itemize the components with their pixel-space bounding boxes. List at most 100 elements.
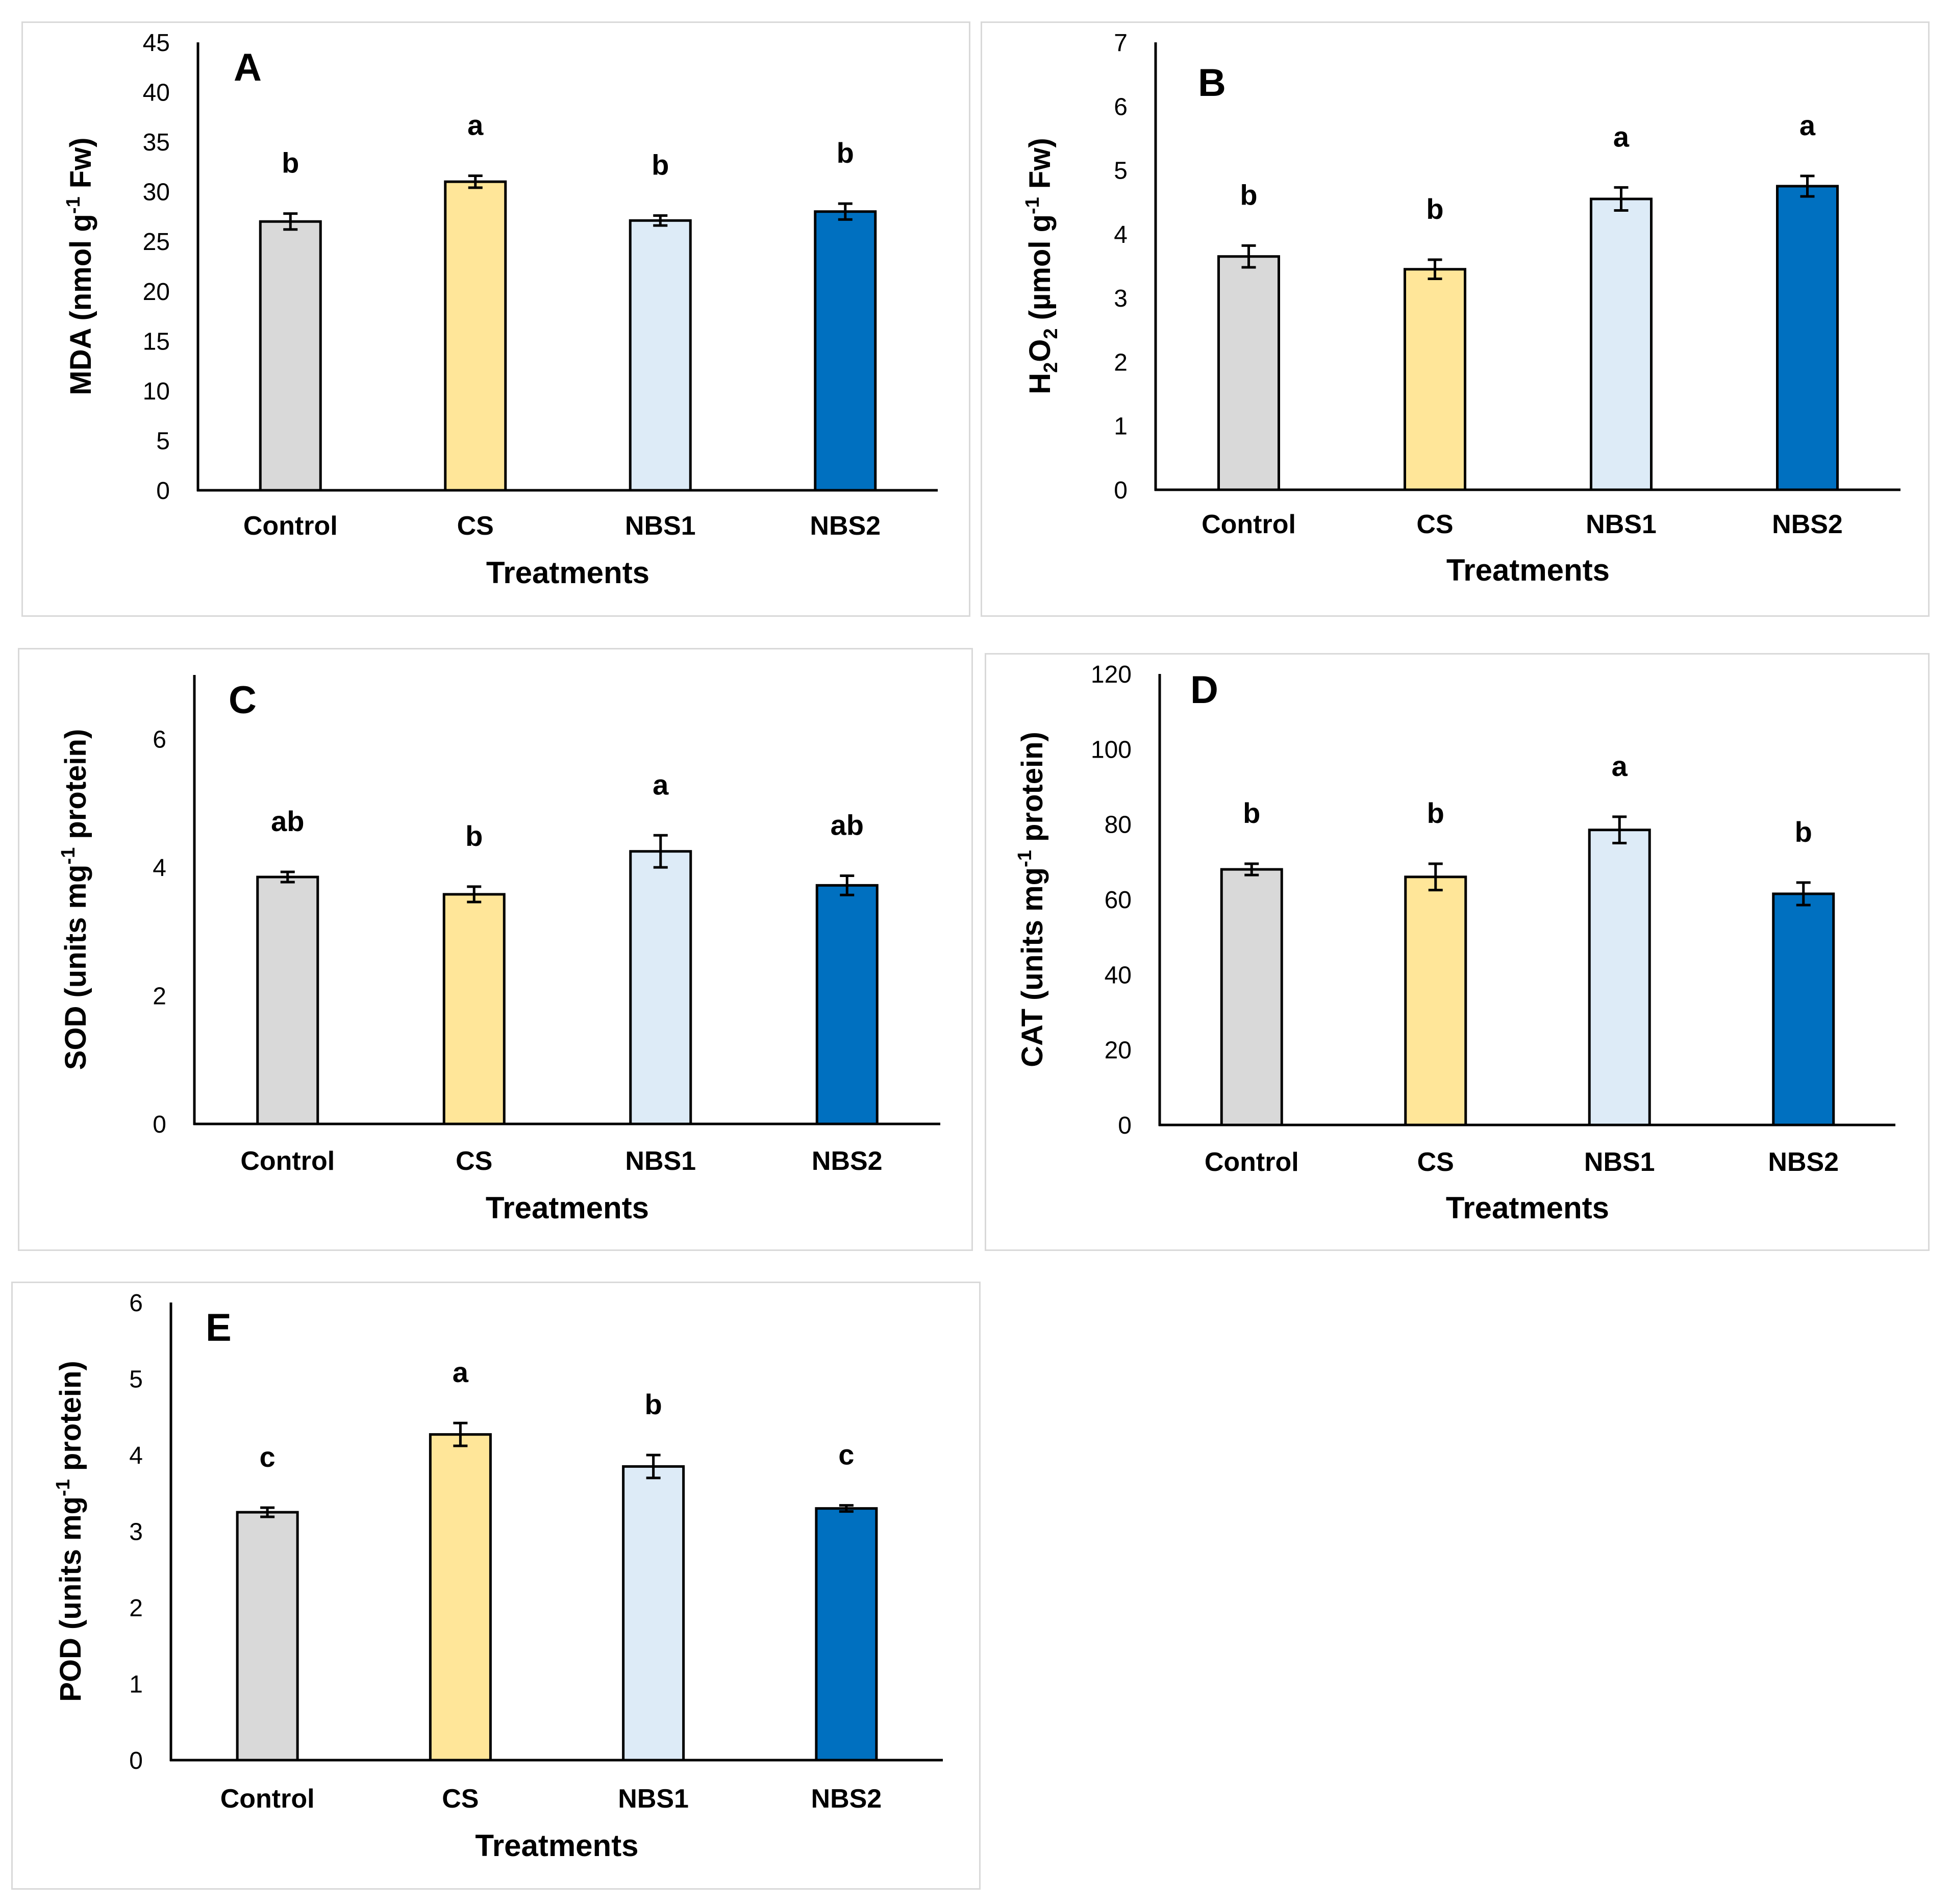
axes (1158, 674, 1895, 1126)
y-tick-label: 2 (129, 1595, 143, 1622)
significance-letter: b (1795, 816, 1812, 848)
bar-nbs1 (629, 219, 692, 492)
bar-nbs2 (815, 1507, 878, 1762)
bar-control (256, 875, 319, 1125)
panel-e: E 0 1 2 3 4 5 6 c Control a CS b NBS1 c NBS2 Treatments P… (11, 1282, 981, 1890)
y-tick-label: 120 (1091, 661, 1132, 688)
chart-c: C 0 2 4 6 ab Control b CS a NBS1 ab NBS2 Treatments SO… (58, 675, 940, 1225)
significance-letter: a (453, 1356, 469, 1388)
x-category-label: CS (456, 1146, 492, 1176)
y-tick-label: 25 (143, 229, 170, 256)
x-category-label: NBS1 (1584, 1147, 1655, 1177)
y-axis-title: MDA (nmol g-1 Fw) (63, 137, 97, 395)
y-axis-title: CAT (units mg-1 protein) (1014, 732, 1049, 1067)
x-category-label: NBS2 (811, 1784, 882, 1814)
y-tick-label: 100 (1091, 736, 1132, 763)
error-bar (283, 212, 298, 231)
y-tick-label: 0 (1118, 1112, 1132, 1139)
significance-letter: c (838, 1439, 854, 1471)
error-bar (260, 1506, 275, 1518)
y-tick-label: 40 (1105, 962, 1132, 989)
chart-a: A 0 5 10 15 20 25 30 35 40 45 b Control a CS b NBS1 b NBS2… (63, 30, 938, 590)
y-tick-label: 4 (153, 855, 166, 882)
x-category-label: NBS2 (1768, 1147, 1839, 1177)
y-tick-label: 60 (1105, 887, 1132, 914)
panel-c: C 0 2 4 6 ab Control b CS a NBS1 ab NBS2 Treatments SO… (18, 648, 973, 1251)
y-tick-label: 6 (129, 1290, 143, 1317)
y-tick-label: 20 (1105, 1037, 1132, 1064)
error-bar (468, 174, 483, 189)
error-bar (838, 202, 853, 221)
error-bar (1612, 815, 1627, 844)
significance-letter: ab (831, 809, 864, 841)
bar-control (1217, 255, 1280, 491)
error-bar (840, 874, 855, 896)
y-tick-label: 80 (1105, 812, 1132, 839)
x-axis-title: Treatments (486, 1191, 649, 1225)
y-tick-label: 40 (143, 80, 170, 107)
error-bar (1241, 244, 1256, 269)
y-tick-label: 45 (143, 30, 170, 57)
x-category-label: CS (1417, 1147, 1454, 1177)
x-category-label: NBS1 (618, 1784, 689, 1814)
significance-letter: b (645, 1388, 662, 1420)
error-bar (280, 870, 295, 884)
y-tick-label: 35 (143, 129, 170, 156)
error-bar (1614, 186, 1629, 212)
y-tick-label: 20 (143, 279, 170, 306)
error-bar (839, 1504, 854, 1513)
bar-cs (442, 893, 506, 1125)
y-tick-label: 4 (1114, 221, 1128, 248)
x-category-label: Control (243, 511, 338, 541)
panel-b: B 0 1 2 3 4 5 6 7 b Control b CS a NBS1 a NBS2 Treatments… (981, 21, 1930, 617)
significance-letter: a (467, 109, 484, 141)
bar-cs (1404, 268, 1466, 491)
y-tick-label: 2 (1114, 349, 1128, 376)
axes (193, 675, 940, 1125)
x-axis-title: Treatments (486, 556, 649, 590)
x-category-label: NBS1 (625, 1146, 696, 1176)
x-axis-title: Treatments (1446, 1191, 1609, 1225)
bar-cs (1404, 875, 1467, 1126)
bar-nbs1 (629, 850, 692, 1125)
error-bar (453, 1421, 468, 1447)
significance-letter: b (1240, 179, 1257, 211)
significance-letter: a (653, 768, 669, 800)
panel-letter: B (1198, 61, 1226, 105)
y-tick-label: 0 (153, 1111, 166, 1138)
x-category-label: CS (442, 1784, 479, 1814)
chart-e: E 0 1 2 3 4 5 6 c Control a CS b NBS1 c NBS2 Treatments P… (53, 1290, 943, 1863)
y-tick-label: 6 (153, 726, 166, 754)
bar-cs (444, 180, 507, 492)
y-axis-title: POD (units mg-1 protein) (53, 1361, 87, 1702)
y-tick-label: 5 (129, 1366, 143, 1393)
bar-nbs2 (1776, 185, 1839, 491)
bar-nbs1 (1590, 197, 1653, 491)
bar-nbs1 (622, 1465, 685, 1762)
error-bar (646, 1454, 661, 1480)
x-category-label: Control (1202, 510, 1296, 539)
x-category-label: Control (240, 1146, 335, 1176)
error-bar (467, 885, 482, 904)
y-tick-label: 0 (1114, 477, 1128, 504)
x-category-label: CS (1416, 510, 1453, 539)
y-tick-label: 0 (129, 1747, 143, 1774)
bar-cs (429, 1433, 492, 1762)
panel-letter: C (229, 679, 257, 722)
y-axis-title: SOD (units mg-1 protein) (58, 729, 92, 1070)
y-tick-label: 4 (129, 1442, 143, 1469)
bar-control (236, 1511, 299, 1762)
y-tick-label: 30 (143, 179, 170, 206)
bar-control (259, 220, 322, 492)
y-axis-title: H2O2 (µmol g-1 Fw) (1022, 138, 1062, 394)
error-bar (653, 214, 668, 227)
significance-letter: a (1613, 120, 1630, 153)
error-bar (1244, 862, 1259, 876)
y-tick-label: 2 (153, 983, 166, 1010)
y-tick-label: 5 (1114, 158, 1128, 185)
axes (169, 1302, 943, 1762)
x-category-label: NBS2 (812, 1146, 883, 1176)
y-tick-label: 3 (129, 1519, 143, 1546)
significance-letter: b (465, 820, 483, 852)
significance-letter: a (1612, 750, 1628, 782)
